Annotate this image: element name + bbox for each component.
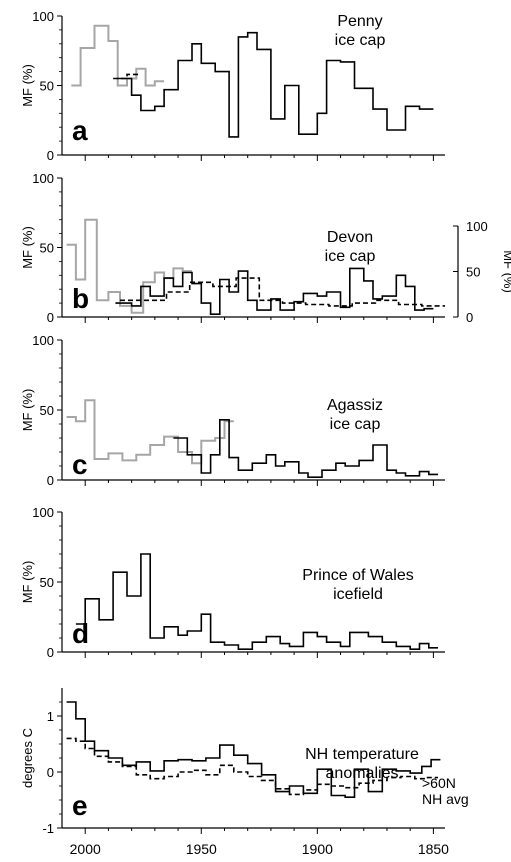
series-black-solid-line <box>115 267 434 315</box>
y-tick-label: 50 <box>40 79 54 94</box>
panel-title: anomalies <box>326 765 399 782</box>
series-gray-solid-line <box>66 218 192 314</box>
panel-d: 0 50 100 MF (%) Prince of Wales icefield d <box>20 505 445 660</box>
y2-tick-label: 50 <box>466 265 480 280</box>
series-nh-avg-line <box>66 737 438 796</box>
series-black-solid-line <box>117 31 434 138</box>
y2-tick-label: 0 <box>466 310 473 325</box>
panel-b: 0 50 100 MF (%) 0 50 100 MF (%) Devon ice cap b <box>20 171 511 325</box>
series-black-dashed-line <box>120 277 445 307</box>
y-tick-label: 50 <box>40 241 54 256</box>
y-tick-label: 0 <box>47 473 54 488</box>
series-gray-solid-line <box>71 24 165 87</box>
y-tick-label: -1 <box>42 821 54 836</box>
panel-letter: c <box>72 449 88 480</box>
panel-letter: d <box>72 618 89 649</box>
x-tick-label: 1950 <box>186 841 217 857</box>
y-tick-label: 50 <box>40 403 54 418</box>
y-tick-label: 100 <box>32 171 54 186</box>
panel-letter: a <box>72 115 88 146</box>
panel-title: ice cap <box>330 416 381 433</box>
series-black-dashed-line <box>113 73 141 80</box>
y-tick-label: 0 <box>47 310 54 325</box>
y-tick-label: 100 <box>32 505 54 520</box>
panel-title: ice cap <box>325 248 376 265</box>
y-tick-label: 50 <box>40 575 54 590</box>
legend-label: NH avg <box>422 791 469 807</box>
y2-tick-label: 100 <box>466 219 488 234</box>
y-tick-label: 1 <box>47 709 54 724</box>
y-axis-label: degrees C <box>20 728 35 788</box>
panel-a: 0 50 100 MF (%) Penny ice cap a <box>20 9 445 163</box>
y-axis-label: MF (%) <box>20 226 35 269</box>
y-tick-label: 0 <box>47 148 54 163</box>
y-tick-label: 100 <box>32 9 54 24</box>
x-tick-label: 1850 <box>418 841 449 857</box>
y-tick-label: 100 <box>32 333 54 348</box>
panel-title: Agassiz <box>327 397 383 414</box>
y-axis-label: MF (%) <box>20 389 35 432</box>
panel-title: icefield <box>333 586 383 603</box>
y-tick-label: 0 <box>47 645 54 660</box>
y-tick-label: 0 <box>47 765 54 780</box>
panel-title: NH temperature <box>305 746 419 763</box>
x-tick-label: 1900 <box>302 841 333 857</box>
y-axis-label: MF (%) <box>20 561 35 604</box>
panel-title: ice cap <box>335 32 386 49</box>
panel-c: 0 50 100 MF (%) Agassiz ice cap c <box>20 333 445 488</box>
panel-letter: e <box>72 790 88 821</box>
x-tick-label: 2000 <box>70 841 101 857</box>
panel-title: Prince of Wales <box>302 567 413 584</box>
y2-axis-label: MF (%) <box>501 250 511 293</box>
series-black-solid-line <box>173 419 438 478</box>
panel-title: Penny <box>337 13 382 30</box>
panel-title: Devon <box>327 229 373 246</box>
series-black-solid-line <box>75 553 438 650</box>
series-gray-solid-line <box>66 399 234 465</box>
y-axis-label: MF (%) <box>20 64 35 107</box>
panel-letter: b <box>72 283 89 314</box>
legend-label: >60N <box>422 775 456 791</box>
